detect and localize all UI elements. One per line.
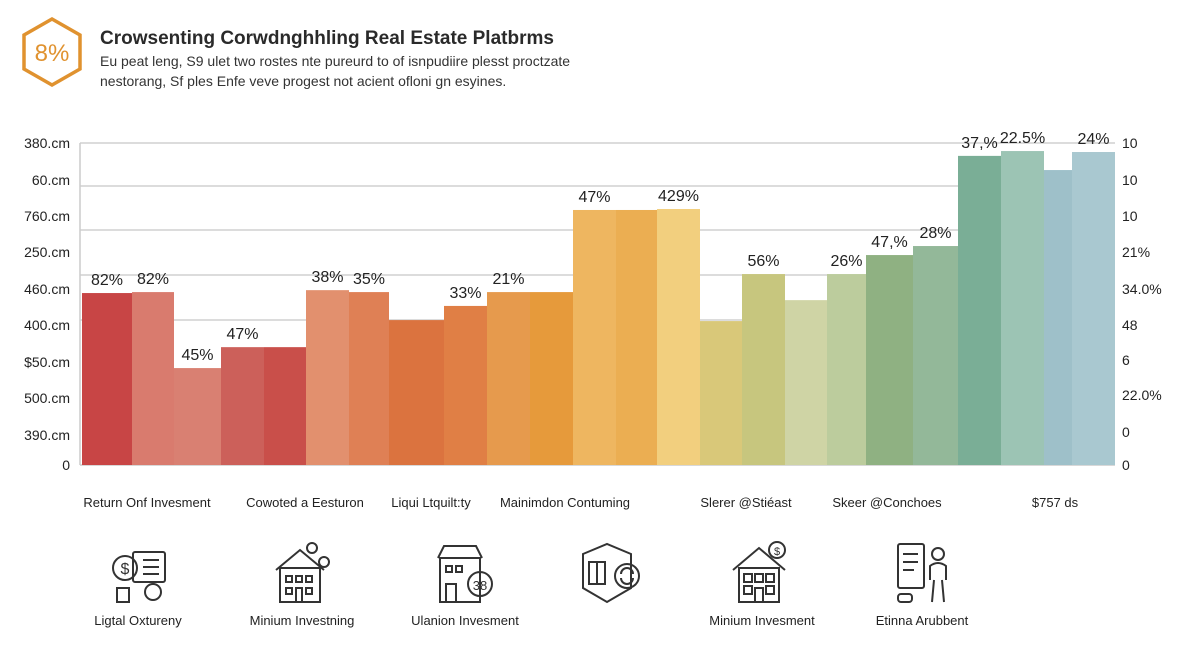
svg-text:38: 38 <box>473 578 487 593</box>
y-tick-label-left: 380.cm <box>24 135 70 151</box>
bar <box>349 292 389 465</box>
bar-data-label: 21% <box>492 271 524 288</box>
bar-data-label: 56% <box>747 253 779 270</box>
bar <box>866 255 913 465</box>
feature-label: Ligtal Oxtureny <box>94 613 182 628</box>
x-category-label: Return Onf Invesment <box>83 495 211 510</box>
badge-text: 8% <box>35 40 70 67</box>
y-tick-label-right: 0 <box>1122 457 1130 473</box>
y-tick-label-right: 10 <box>1122 135 1138 151</box>
y-tick-label-right: 6 <box>1122 352 1130 368</box>
y-tick-label-left: 460.cm <box>24 281 70 297</box>
x-category-label: Slerer @Stiéast <box>700 495 792 510</box>
bar <box>1044 170 1072 465</box>
bar-data-label: 37,% <box>961 135 997 152</box>
bar-data-label: 24% <box>1077 131 1109 148</box>
bar-data-label: 82% <box>91 272 123 289</box>
y-tick-label-right: 48 <box>1122 317 1138 333</box>
bar <box>1001 151 1044 466</box>
bar <box>174 368 221 465</box>
feature-label: Ulanion Invesment <box>411 613 519 628</box>
y-tick-label-left: 760.cm <box>24 208 70 224</box>
bar <box>616 209 657 465</box>
bar <box>306 290 349 465</box>
percent-hexagon-badge: 8% <box>22 16 82 88</box>
y-tick-label-left: 390.cm <box>24 427 70 443</box>
y-tick-label-right: 0 <box>1122 424 1130 440</box>
house-dollar-icon: $ <box>732 541 786 603</box>
shield-refresh-icon <box>582 542 640 604</box>
bar <box>827 274 866 465</box>
bar-data-label: 22.5% <box>1000 130 1045 147</box>
bar-data-label: 82% <box>137 271 169 288</box>
y-tick-label-left: 400.cm <box>24 317 70 333</box>
bar-data-label: 35% <box>353 271 385 288</box>
bar <box>958 155 1001 465</box>
y-tick-label-right: 10 <box>1122 172 1138 188</box>
bar <box>530 292 573 465</box>
bar <box>221 347 264 465</box>
house-investment-icon <box>275 542 330 603</box>
x-category-label: Mainimdon Contuming <box>499 495 631 510</box>
bar-data-label: 28% <box>919 225 951 242</box>
bar <box>700 321 742 465</box>
bar-data-label: 47,% <box>871 234 907 251</box>
y-tick-label-right: 10 <box>1122 208 1138 224</box>
feature-label: Etinna Arubbent <box>875 613 969 628</box>
page-title: Crowsenting Corwdnghhling Real Estate Pl… <box>100 28 554 49</box>
subtitle: Eu peat leng, S9 ulet two rostes nte pur… <box>100 51 620 91</box>
bar-data-label: 47% <box>578 189 610 206</box>
bar-data-label: 33% <box>449 285 481 302</box>
y-tick-label-left: 500.cm <box>24 390 70 406</box>
x-category-label: Skeer @Conchoes <box>832 495 942 510</box>
y-tick-label-right: 21% <box>1122 244 1150 260</box>
feature-label: Minium Investning <box>249 613 355 628</box>
y-tick-label-left: 60.cm <box>32 172 70 188</box>
bar <box>264 347 306 465</box>
bar-data-label: 38% <box>311 269 343 286</box>
bar <box>657 209 700 465</box>
bar <box>82 293 132 465</box>
svg-text:$: $ <box>121 561 130 578</box>
bar-data-label: 45% <box>181 347 213 364</box>
bar <box>444 305 487 465</box>
bar-data-label: 47% <box>226 326 258 343</box>
x-category-label: Cowoted a Eesturon <box>246 495 364 510</box>
bar-data-label: 429% <box>658 188 699 205</box>
bar <box>1072 152 1115 466</box>
bar <box>487 292 530 465</box>
svg-text:$: $ <box>774 546 780 558</box>
person-board-icon <box>897 543 947 603</box>
bar <box>913 246 958 465</box>
y-tick-label-right: 22.0% <box>1122 387 1162 403</box>
bar <box>389 320 444 465</box>
bar <box>132 292 174 465</box>
subtitle-line-2: nestorang, Sf ples Enfe veve progest not… <box>100 73 507 89</box>
building-coin-icon: 38 <box>437 545 493 603</box>
bar <box>573 209 616 465</box>
bar-data-label: 26% <box>830 253 862 270</box>
dollar-document-icon: $ <box>112 551 166 603</box>
y-tick-label-left: 250.cm <box>24 244 70 260</box>
bar <box>785 300 827 465</box>
subtitle-line-1: Eu peat leng, S9 ulet two rostes nte pur… <box>100 53 571 69</box>
y-tick-label-left: 0 <box>62 457 70 473</box>
bar <box>742 274 785 465</box>
y-tick-label-right: 34.0% <box>1122 281 1162 297</box>
y-tick-label-left: $50.cm <box>24 354 70 370</box>
x-category-label: $757 ds <box>1031 495 1079 510</box>
x-category-label: Liqui Ltquilt:ty <box>391 495 471 510</box>
feature-label: Minium Invesment <box>709 613 815 628</box>
